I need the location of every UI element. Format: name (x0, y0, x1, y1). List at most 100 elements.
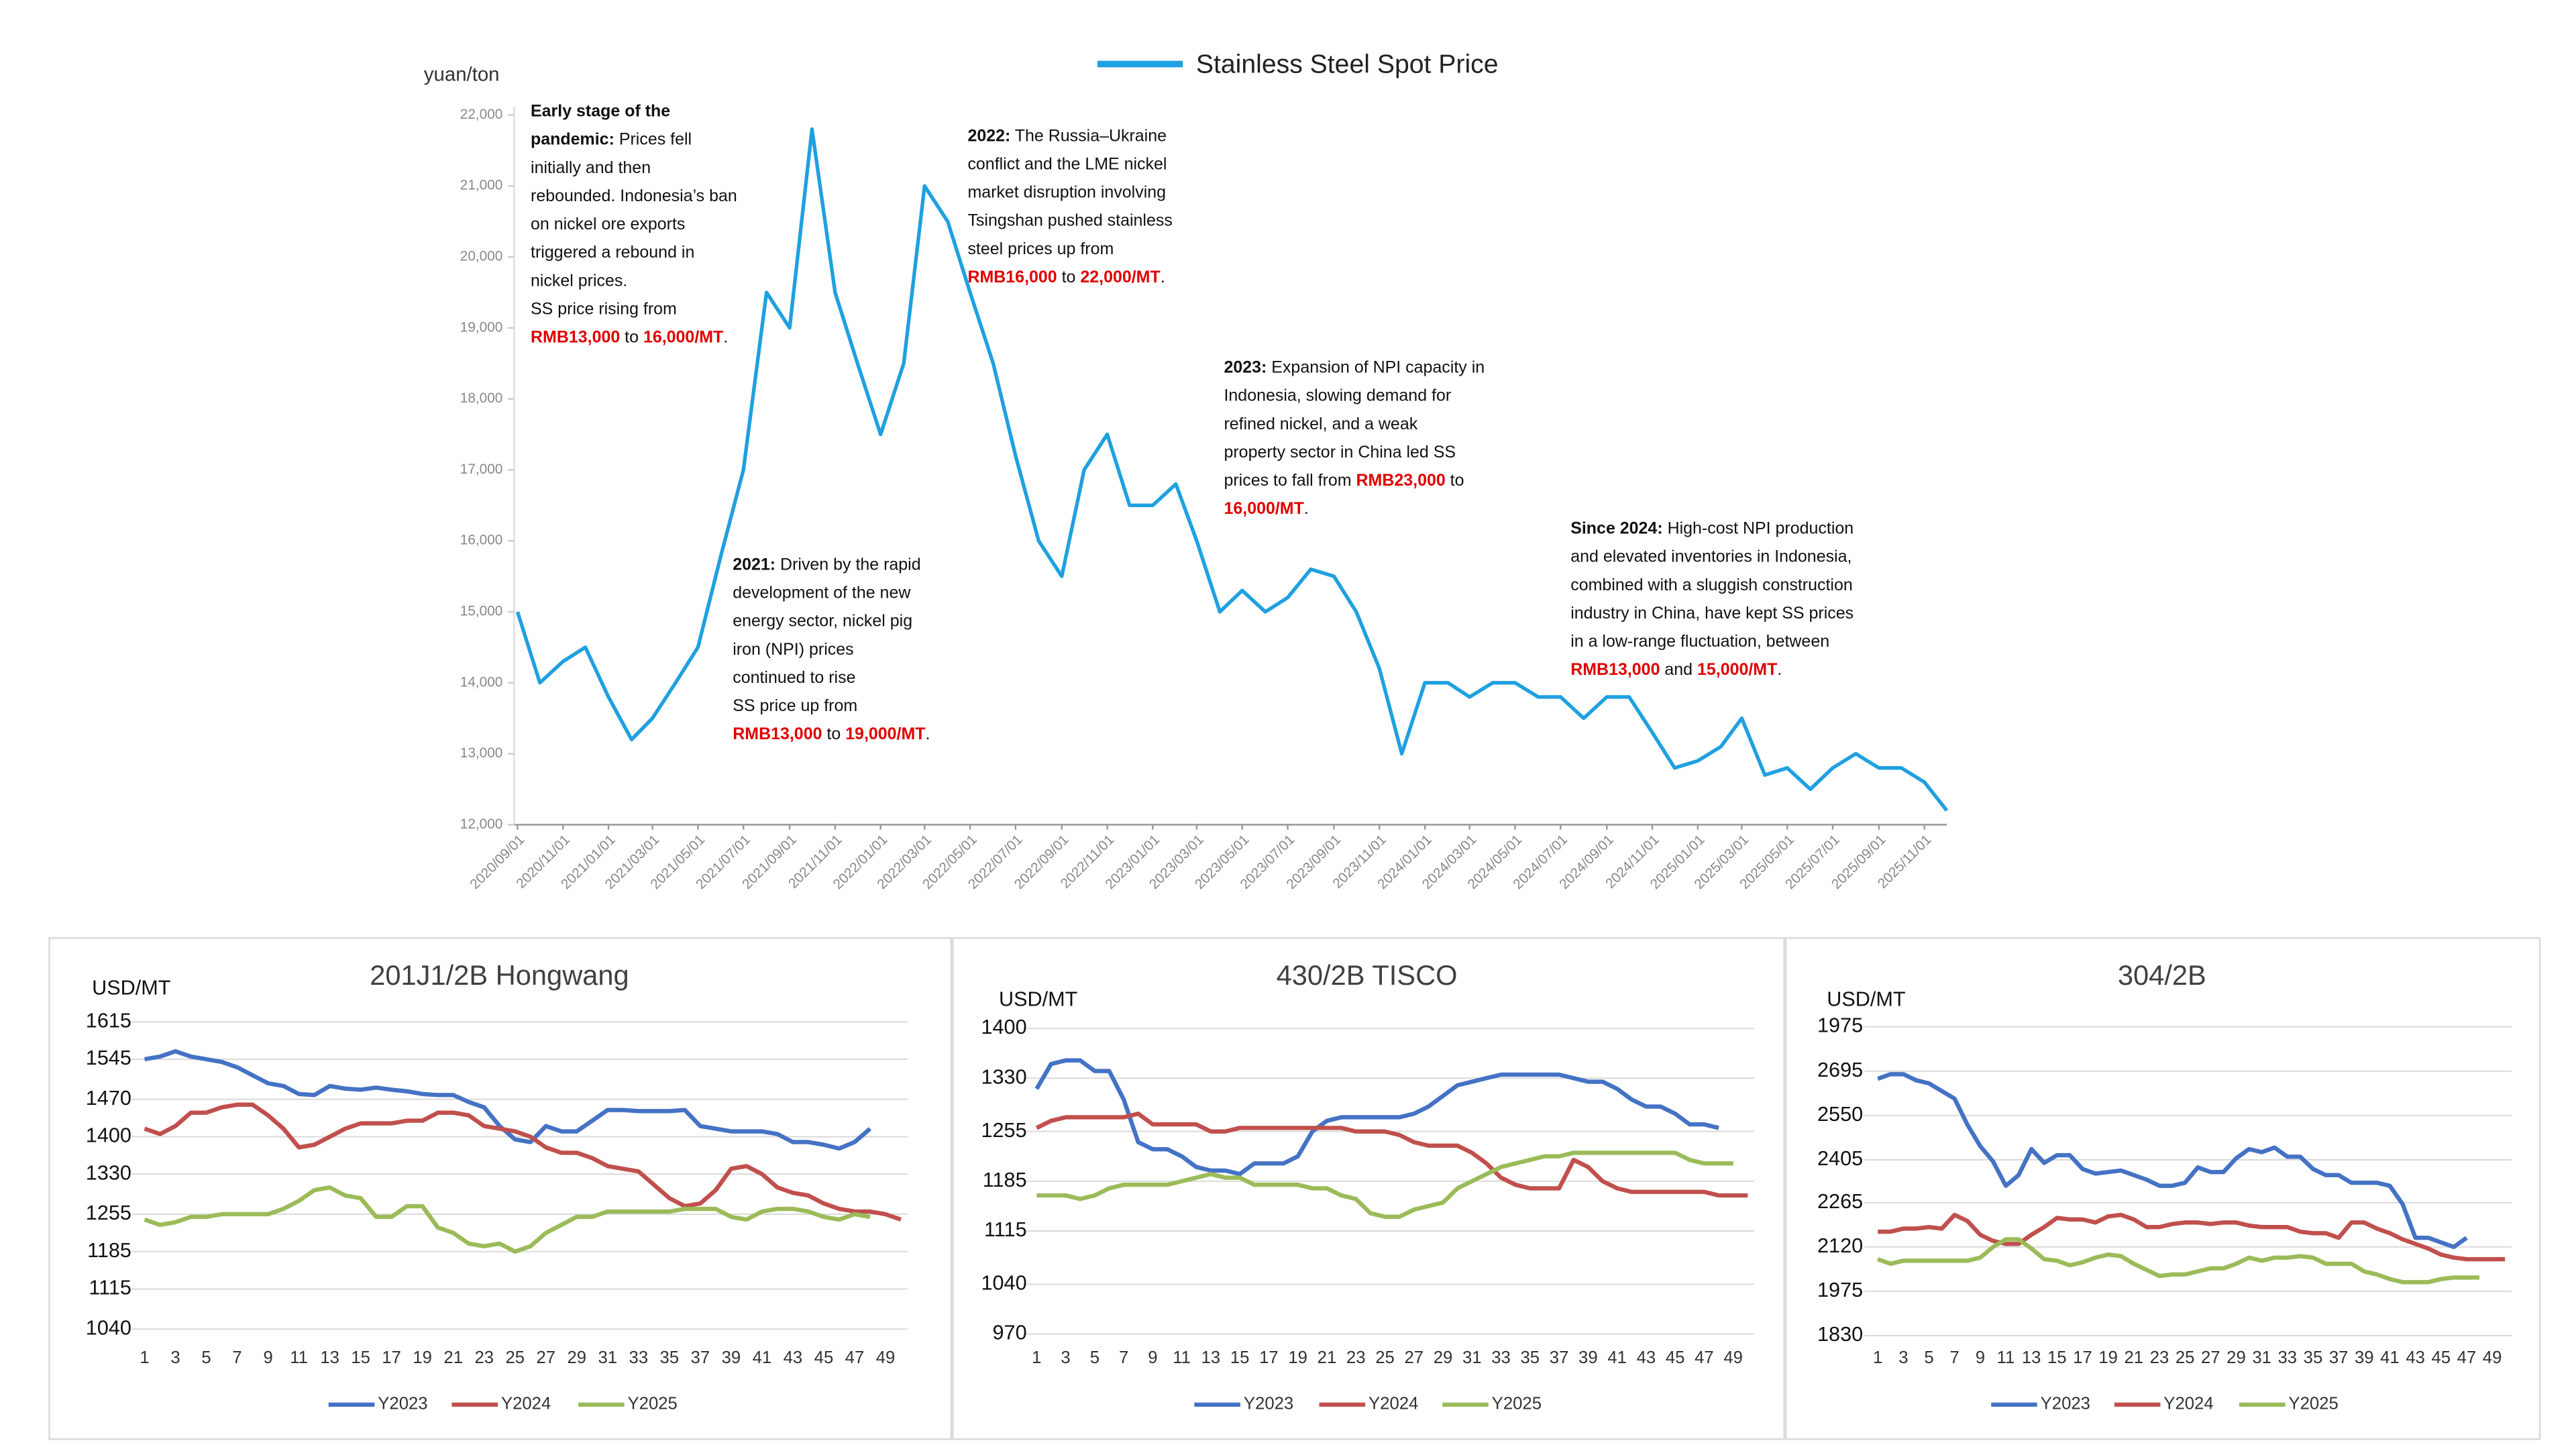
x-tick-label: 45 (2431, 1348, 2451, 1367)
y-tick-label: 1185 (983, 1169, 1027, 1191)
series-line (1036, 1150, 1733, 1219)
y-axis-label: USD/MT (999, 988, 1077, 1011)
x-tick-label: 37 (2329, 1348, 2349, 1367)
annotation-line: 2021: Driven by the rapid (733, 555, 920, 574)
annotation-line: nickel prices. (531, 271, 627, 290)
x-tick-label: 49 (876, 1348, 896, 1367)
x-tick-label: 5 (1924, 1348, 1933, 1367)
series-line (144, 1185, 871, 1254)
y-tick-label: 2405 (1817, 1147, 1863, 1170)
x-tick-label: 21 (443, 1348, 463, 1367)
annotation-line: refined nickel, and a weak (1224, 414, 1417, 433)
y-tick-label: 1545 (86, 1046, 131, 1069)
annotation-run: continued to rise (733, 668, 855, 687)
x-tick-label: 29 (567, 1348, 586, 1367)
y-tick-label: 21,000 (460, 178, 503, 193)
x-tick-label: 13 (320, 1348, 339, 1367)
annotation-line: energy sector, nickel pig (733, 611, 912, 630)
annotation-run: RMB13,000 (531, 327, 620, 346)
x-tick-label: 19 (2098, 1348, 2118, 1367)
annotation-run: combined with a sluggish construction (1570, 575, 1853, 594)
x-tick-label: 43 (1637, 1348, 1656, 1367)
y-tick-label: 1470 (86, 1087, 131, 1110)
x-tick-label: 15 (2047, 1348, 2067, 1367)
annotation-run: industry in China, have kept SS prices (1570, 604, 1854, 623)
annotation-line: RMB13,000 to 16,000/MT. (531, 327, 728, 346)
annotation-run: triggered a rebound in (531, 243, 694, 262)
annotation-line: prices to fall from RMB23,000 to (1224, 471, 1464, 490)
y-tick-label: 1115 (89, 1277, 131, 1299)
x-tick-label: 17 (382, 1348, 401, 1367)
x-tick-label: 17 (2073, 1348, 2092, 1367)
annotation-line: rebounded. Indonesia’s ban (531, 186, 737, 205)
annotation-line: industry in China, have kept SS prices (1570, 604, 1854, 623)
annotation-run: iron (NPI) prices (733, 639, 853, 658)
annotation-run: Driven by the rapid (775, 555, 921, 574)
y-tick-label: 1330 (86, 1161, 131, 1184)
annotation-run: initially and then (531, 158, 651, 176)
panel (1784, 937, 2541, 1440)
x-tick-label: 1 (1032, 1348, 1041, 1367)
x-tick-label: 39 (1578, 1348, 1598, 1367)
legend-label: Y2025 (1492, 1395, 1542, 1413)
series-line (1877, 1072, 2468, 1250)
y-tick-label: 16,000 (460, 533, 503, 548)
y-tick-label: 1185 (87, 1239, 131, 1262)
annotation-run: . (1304, 499, 1309, 518)
y-tick-label: 1400 (981, 1016, 1027, 1038)
x-tick-label: 1 (1873, 1348, 1882, 1367)
annotation-run: rebounded. Indonesia’s ban (531, 186, 737, 205)
series-line (1878, 1212, 2506, 1262)
annotation-run: The Russia–Ukraine (1010, 126, 1167, 145)
y-tick-label: 1330 (981, 1065, 1027, 1088)
annotation-run: . (1777, 660, 1782, 679)
series-line (1034, 1058, 1719, 1177)
x-tick-label: 15 (351, 1348, 370, 1367)
x-tick-label: 1 (140, 1348, 149, 1367)
chart-title: 201J1/2B Hongwang (370, 959, 629, 991)
x-tick-label: 25 (505, 1348, 525, 1367)
y-tick-label: 13,000 (460, 745, 503, 761)
y-tick-label: 1040 (86, 1316, 131, 1339)
annotation-line: initially and then (531, 158, 651, 176)
x-tick-label: 41 (753, 1348, 772, 1367)
annotation-run: 16,000/MT (1224, 499, 1303, 518)
annotation-run: to (822, 724, 845, 743)
annotation-line: SS price rising from (531, 299, 677, 318)
series-line (144, 1049, 872, 1151)
annotation-run: 2021: (733, 555, 775, 574)
annotation-run: High-cost NPI production (1663, 519, 1854, 537)
legend-label: Y2023 (378, 1395, 427, 1413)
x-tick-label: 7 (1119, 1348, 1128, 1367)
y-tick-label: 18,000 (460, 390, 503, 406)
x-tick-label: 21 (1318, 1348, 1337, 1367)
x-tick-label: 27 (1404, 1348, 1424, 1367)
y-tick-label: 20,000 (460, 249, 503, 264)
annotation-run: nickel prices. (531, 271, 627, 290)
x-tick-label: 31 (1462, 1348, 1482, 1367)
y-tick-label: 12,000 (460, 816, 503, 832)
annotation-line: combined with a sluggish construction (1570, 575, 1853, 594)
y-tick-label: 22,000 (460, 107, 503, 122)
y-tick-label: 1400 (86, 1124, 131, 1147)
x-tick-label: 35 (660, 1348, 680, 1367)
series-line (1877, 1237, 2480, 1285)
annotation-run: in a low-range fluctuation, between (1570, 632, 1829, 651)
y-axis-label: USD/MT (1827, 988, 1905, 1011)
y-tick-label: 1975 (1817, 1014, 1863, 1037)
y-tick-label: 1115 (984, 1218, 1027, 1241)
annotation-line: RMB13,000 to 19,000/MT. (733, 724, 930, 743)
x-tick-label: 9 (1148, 1348, 1157, 1367)
series-line (1035, 1112, 1748, 1198)
annotation-run: pandemic: (531, 129, 614, 148)
x-tick-label: 19 (413, 1348, 432, 1367)
annotation-line: continued to rise (733, 668, 855, 687)
x-tick-label: 11 (1997, 1348, 2015, 1367)
y-tick-label: 17,000 (460, 462, 503, 477)
x-tick-label: 13 (1201, 1348, 1221, 1367)
legend-label: Y2024 (1368, 1395, 1418, 1413)
annotation-run: RMB23,000 (1356, 471, 1446, 490)
x-tick-label: 9 (263, 1348, 272, 1367)
